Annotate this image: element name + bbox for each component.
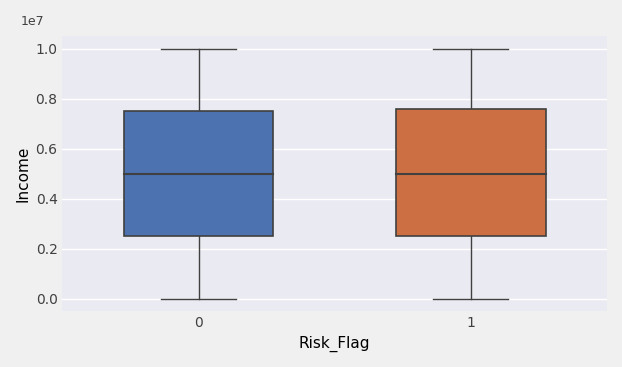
Text: 1e7: 1e7 <box>21 15 44 28</box>
FancyBboxPatch shape <box>396 109 545 236</box>
X-axis label: Risk_Flag: Risk_Flag <box>299 336 371 352</box>
Y-axis label: Income: Income <box>15 146 30 202</box>
FancyBboxPatch shape <box>124 111 274 236</box>
